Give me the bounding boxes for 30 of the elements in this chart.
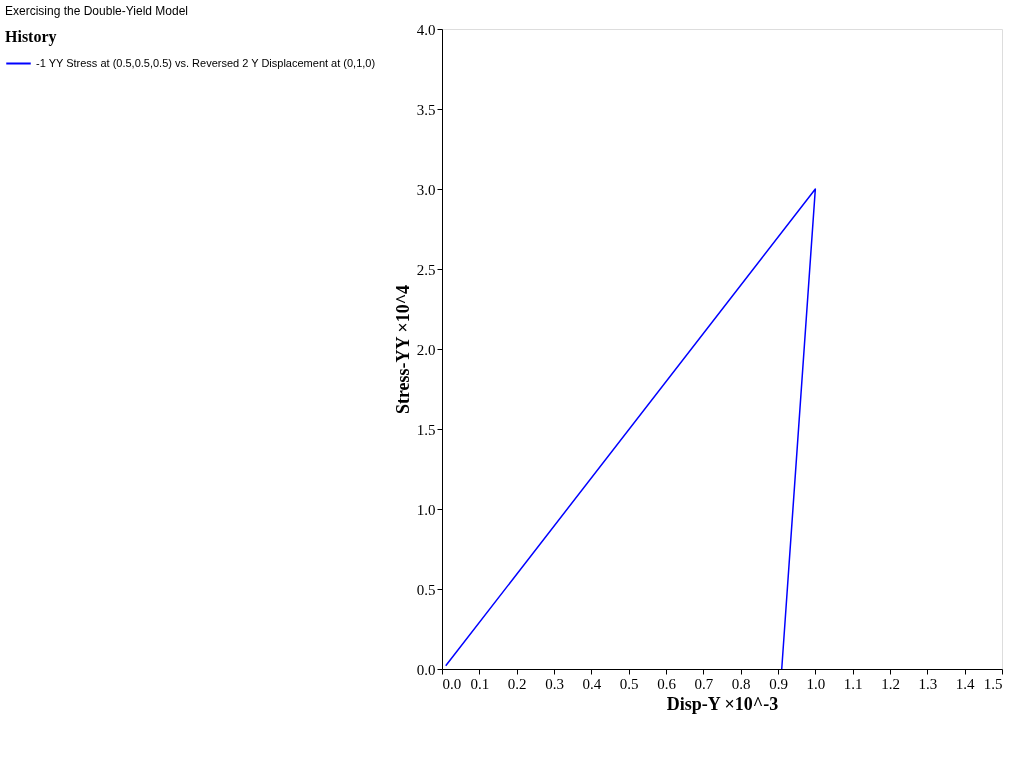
x-tick-label: 0.5 [619, 675, 639, 692]
x-tick-label: 0.9 [769, 675, 788, 692]
y-tick-label: 1.0 [416, 501, 436, 518]
y-tick-label: 3.0 [416, 181, 436, 198]
x-tick-label: 0.1 [470, 675, 490, 692]
x-tick-label: 0.2 [507, 675, 527, 692]
x-tick-label: 1.0 [806, 675, 826, 692]
y-tick-label: 2.0 [416, 341, 436, 358]
y-tick-label: 3.5 [416, 101, 436, 118]
y-tick-label: 0.5 [416, 581, 436, 598]
x-tick-label: 0.7 [694, 675, 714, 692]
y-tick-label: 4.0 [416, 21, 436, 38]
x-tick-label: 1.5 [983, 675, 1003, 692]
x-tick-label: 1.1 [843, 675, 863, 692]
x-axis-title: Disp-Y ×10^-3 [666, 693, 779, 714]
legend-label: -1 YY Stress at (0.5,0.5,0.5) vs. Reversed 2 Y Displacement at (0,1,0) [36, 56, 376, 69]
x-tick-label: 0.0 [442, 675, 462, 692]
text: Exercising the Double-Yield Model [5, 4, 188, 18]
y-tick-label: 2.5 [416, 261, 436, 278]
x-tick-label: 0.6 [657, 675, 677, 692]
x-tick-label: 0.4 [582, 675, 602, 692]
legend-title: History [5, 28, 57, 46]
y-axis-title: Stress-YY ×10^4 [392, 284, 413, 415]
x-tick-label: 0.3 [545, 675, 564, 692]
x-tick-label: 0.8 [731, 675, 751, 692]
x-tick-label: 1.4 [955, 675, 976, 692]
y-tick-label: 1.5 [416, 421, 436, 438]
x-tick-label: 1.2 [881, 675, 900, 692]
x-tick-label: 1.3 [918, 675, 938, 692]
y-tick-label: 0.0 [416, 661, 436, 678]
